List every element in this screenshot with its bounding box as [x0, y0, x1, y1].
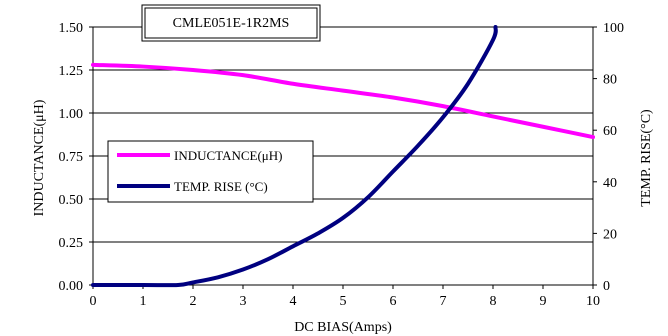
- x-tick-label: 6: [390, 294, 397, 309]
- y-left-tick-label: 1.00: [59, 107, 84, 122]
- x-tick-label: 2: [190, 294, 197, 309]
- chart-title-box: CMLE051E-1R2MS: [141, 4, 321, 42]
- series-lines: [91, 25, 595, 288]
- x-axis-title: DC BIAS(Amps): [294, 320, 392, 335]
- y-right-tick-label: 20: [603, 227, 617, 242]
- y-left-axis-title: INDUCTANCE(μH): [32, 99, 47, 216]
- y-left-tick-label: 0.00: [59, 279, 84, 294]
- legend-label-inductance: INDUCTANCE(μH): [174, 148, 282, 163]
- legend-label-temp-rise: TEMP. RISE (°C): [174, 179, 268, 194]
- x-tick-label: 1: [140, 294, 147, 309]
- y-left-tick-label: 1.25: [59, 64, 84, 79]
- x-tick-label: 5: [340, 294, 347, 309]
- y-left-tick-label: 0.25: [59, 236, 84, 251]
- y-right-tick-label: 40: [603, 176, 617, 191]
- x-tick-label: 4: [290, 294, 297, 309]
- series-line-temp-rise: [91, 25, 498, 288]
- y-right-tick-label: 0: [603, 279, 610, 294]
- y-left-tick-label: 0.50: [59, 193, 84, 208]
- y-right-tick-label: 100: [603, 21, 624, 36]
- y-right-axis-title: TEMP. RISE(°C): [639, 109, 654, 207]
- x-tick-label: 10: [586, 294, 600, 309]
- y-right-tick-label: 80: [603, 73, 617, 88]
- x-tick-label: 3: [240, 294, 247, 309]
- x-tick-label: 9: [540, 294, 547, 309]
- axis-ticks: 0.000.250.500.751.001.251.50020406080100…: [59, 21, 625, 309]
- x-tick-label: 0: [90, 294, 97, 309]
- y-right-tick-label: 60: [603, 124, 617, 139]
- y-left-tick-label: 0.75: [59, 150, 84, 165]
- chart-title: CMLE051E-1R2MS: [173, 16, 290, 31]
- series-line-inductance: [91, 62, 595, 140]
- x-tick-label: 8: [490, 294, 497, 309]
- x-tick-label: 7: [440, 294, 447, 309]
- legend: INDUCTANCE(μH) TEMP. RISE (°C): [107, 140, 314, 203]
- y-left-tick-label: 1.50: [59, 21, 84, 36]
